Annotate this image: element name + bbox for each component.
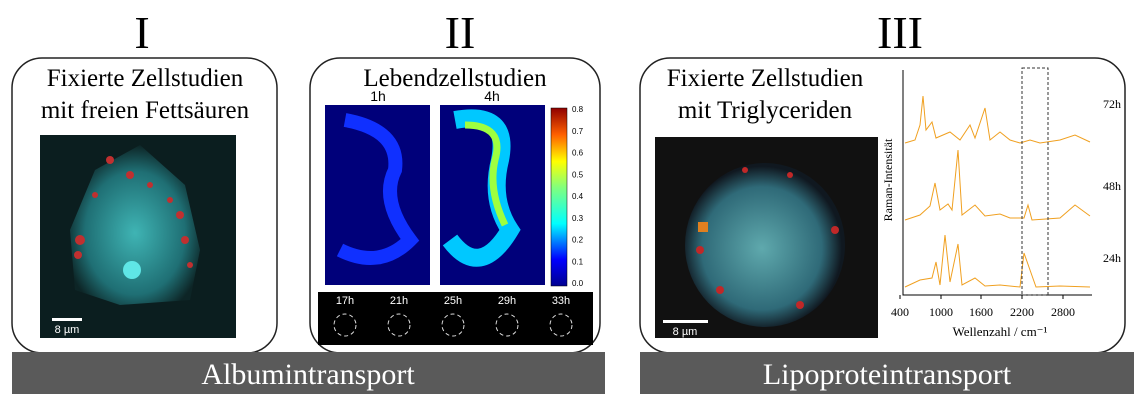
- panel-title: mit Triglyceriden: [678, 97, 853, 124]
- time-label: 25h: [444, 295, 462, 307]
- colorbar-tick-label: 0.3: [572, 214, 584, 223]
- panel-title: Lebendzellstudien: [363, 65, 547, 92]
- x-tick-label: 1000: [929, 305, 953, 319]
- scale-bar-label: 8 µm: [673, 326, 698, 338]
- y-axis-label: Raman-Intensität: [881, 138, 895, 221]
- scale-bar-label: 8 µm: [55, 324, 80, 336]
- colorbar-tick-label: 0.2: [572, 236, 584, 245]
- spectrum-label: 24h: [1103, 251, 1121, 265]
- x-tick-label: 400: [891, 305, 909, 319]
- banner-label: Albumintransport: [201, 358, 415, 391]
- colorbar-tick-label: 0.0: [572, 279, 584, 288]
- panel-numeral: I: [134, 7, 149, 58]
- time-label: 29h: [498, 295, 516, 307]
- spectrum-label: 72h: [1103, 97, 1121, 111]
- image-label: 1h: [370, 88, 386, 104]
- time-label: 17h: [336, 295, 354, 307]
- cell: [685, 163, 845, 327]
- time-label: 21h: [390, 295, 408, 307]
- panel-title: mit freien Fettsäuren: [41, 97, 250, 124]
- panel-numeral: II: [445, 7, 476, 58]
- panel-title: Fixierte Zellstudien: [667, 65, 864, 92]
- banner-label: Lipoproteintransport: [763, 358, 1012, 391]
- colorbar-tick-label: 0.6: [572, 149, 584, 158]
- x-axis-label: Wellenzahl / cm⁻¹: [953, 324, 1048, 339]
- colorbar-tick-label: 0.7: [572, 127, 584, 136]
- colorbar-tick-label: 0.1: [572, 257, 584, 266]
- image-label: 4h: [484, 88, 500, 104]
- scale-bar: [663, 320, 708, 323]
- colorbar-tick-label: 0.4: [572, 192, 584, 201]
- figure: I Fixierte Zellstudien mit freien Fettsäur…: [0, 0, 1134, 394]
- panel-numeral: III: [877, 7, 923, 58]
- spectrum-label: 48h: [1103, 179, 1121, 193]
- scale-bar: [52, 318, 82, 321]
- x-tick-label: 1600: [969, 305, 993, 319]
- panel-title: Fixierte Zellstudien: [47, 65, 244, 92]
- x-tick-label: 2200: [1010, 305, 1034, 319]
- time-label: 33h: [552, 295, 570, 307]
- nucleus: [123, 261, 141, 279]
- colorbar-tick-label: 0.8: [572, 105, 584, 114]
- colorbar-tick-label: 0.5: [572, 170, 584, 179]
- hotspot: [698, 222, 708, 232]
- colorbar: [551, 108, 567, 286]
- x-tick-label: 2800: [1051, 305, 1075, 319]
